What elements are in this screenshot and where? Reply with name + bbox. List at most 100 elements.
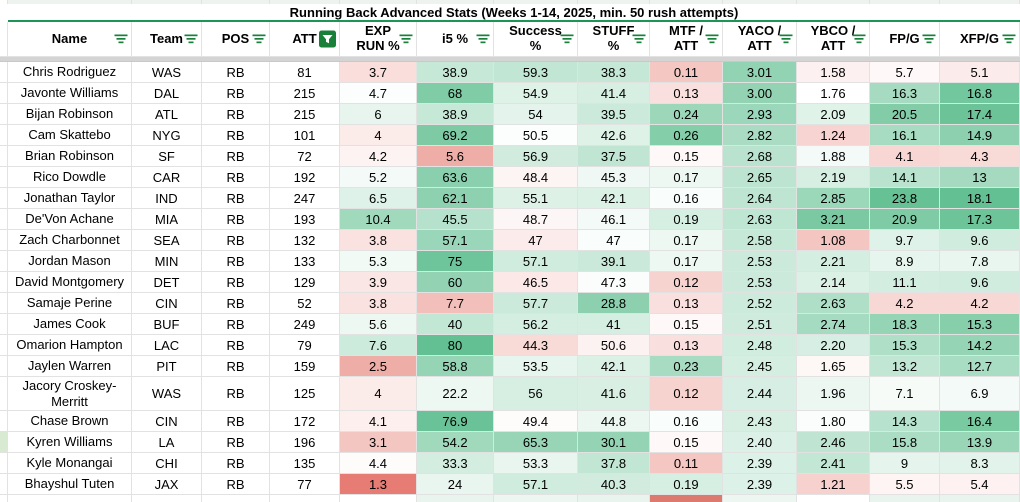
cell-xfpg[interactable]: 9.6 <box>940 272 1020 293</box>
cell-xfpg[interactable]: 9.6 <box>940 230 1020 251</box>
cell-i5_pct[interactable]: 57.1 <box>417 230 494 251</box>
cell-mtf_att[interactable]: 0.11 <box>650 62 723 83</box>
column-header-yaco_att[interactable]: YACO / ATT <box>723 22 797 57</box>
cell-xfpg[interactable]: 16.4 <box>940 411 1020 432</box>
cell-yaco_att[interactable]: 2.65 <box>723 167 797 188</box>
cell-xfpg[interactable]: 16.8 <box>940 83 1020 104</box>
cell-i5_pct[interactable]: 22.2 <box>417 377 494 411</box>
filter-icon[interactable] <box>252 34 266 44</box>
column-header-fpg[interactable]: FP/G <box>870 22 940 57</box>
cell-i5_pct[interactable]: 58.8 <box>417 356 494 377</box>
cell-xfpg[interactable]: 4.2 <box>940 293 1020 314</box>
cell-exp_run_pct[interactable]: 10.4 <box>340 209 417 230</box>
cell-i5_pct[interactable]: 75 <box>417 251 494 272</box>
cell-yaco_att[interactable]: 2.68 <box>723 146 797 167</box>
cell-yaco_att[interactable]: 2.82 <box>723 125 797 146</box>
cell-pos[interactable]: RB <box>202 411 270 432</box>
cell-yaco_att[interactable]: 2.52 <box>723 293 797 314</box>
cell-ybco_att[interactable]: 2.21 <box>797 251 870 272</box>
cell-team[interactable]: IND <box>132 188 202 209</box>
filter-icon[interactable] <box>705 34 719 44</box>
cell-ybco_att[interactable]: 1.24 <box>797 125 870 146</box>
cell-att[interactable]: 77 <box>270 474 340 495</box>
cell-stuff_pct[interactable]: 39.5 <box>578 104 650 125</box>
cell-mtf_att[interactable]: 0.24 <box>650 104 723 125</box>
cell-exp_run_pct[interactable]: 4.4 <box>340 453 417 474</box>
cell-stuff_pct[interactable]: 45.3 <box>578 167 650 188</box>
cell-ybco_att[interactable]: 2.19 <box>797 167 870 188</box>
cell-i5_pct[interactable]: 33.3 <box>417 453 494 474</box>
column-header-stuff_pct[interactable]: STUFF % <box>578 22 650 57</box>
cell-yaco_att[interactable]: 2.64 <box>723 188 797 209</box>
cell-exp_run_pct[interactable]: 1.3 <box>340 474 417 495</box>
cell-pos[interactable]: RB <box>202 125 270 146</box>
cell-pos[interactable]: RB <box>202 432 270 453</box>
cell-team[interactable]: LAC <box>132 335 202 356</box>
cell-mtf_att[interactable]: 0.12 <box>650 272 723 293</box>
cell-team[interactable]: DET <box>132 272 202 293</box>
cell-team[interactable]: PIT <box>132 356 202 377</box>
cell-i5_pct[interactable]: 54.2 <box>417 432 494 453</box>
cell-fpg[interactable]: 4.2 <box>870 293 940 314</box>
cell-name[interactable]: Zach Charbonnet <box>8 230 132 251</box>
cell-fpg[interactable]: 4.1 <box>870 146 940 167</box>
cell-name[interactable]: Cam Skattebo <box>8 125 132 146</box>
cell-mtf_att[interactable]: 0.26 <box>650 125 723 146</box>
cell-pos[interactable]: RB <box>202 83 270 104</box>
cell-pos[interactable]: RB <box>202 230 270 251</box>
cell-exp_run_pct[interactable]: 6 <box>340 104 417 125</box>
cell-mtf_att[interactable]: 0.15 <box>650 432 723 453</box>
cell-att[interactable]: 196 <box>270 432 340 453</box>
cell-name[interactable]: Javonte Williams <box>8 83 132 104</box>
cell-ybco_att[interactable]: 1.65 <box>797 356 870 377</box>
cell-stuff_pct[interactable]: 42.1 <box>578 188 650 209</box>
cell-mtf_att[interactable]: 0.17 <box>650 167 723 188</box>
cell-fpg[interactable]: 9 <box>870 453 940 474</box>
cell-stuff_pct[interactable]: 46.1 <box>578 209 650 230</box>
cell-success_pct[interactable]: 56.9 <box>494 146 578 167</box>
cell-success_pct[interactable]: 54 <box>494 104 578 125</box>
cell-yaco_att[interactable]: 2.53 <box>723 272 797 293</box>
cell-pos[interactable]: RB <box>202 167 270 188</box>
cell-fpg[interactable]: 20.5 <box>870 104 940 125</box>
cell-fpg[interactable]: 5.5 <box>870 474 940 495</box>
cell-yaco_att[interactable]: 2.53 <box>723 251 797 272</box>
cell-name[interactable]: Bijan Robinson <box>8 104 132 125</box>
cell-name[interactable]: De'Von Achane <box>8 209 132 230</box>
cell-att[interactable]: 132 <box>270 230 340 251</box>
cell-ybco_att[interactable]: 1.58 <box>797 62 870 83</box>
cell-mtf_att[interactable]: 0.15 <box>650 146 723 167</box>
column-header-team[interactable]: Team <box>132 22 202 57</box>
cell-exp_run_pct[interactable]: 6.5 <box>340 188 417 209</box>
cell-success_pct[interactable]: 50.5 <box>494 125 578 146</box>
cell-stuff_pct[interactable]: 41.6 <box>578 377 650 411</box>
cell-success_pct[interactable]: 48.4 <box>494 167 578 188</box>
cell-i5_pct[interactable]: 69.2 <box>417 125 494 146</box>
cell-mtf_att[interactable]: 0.11 <box>650 453 723 474</box>
active-filter-funnel-icon[interactable] <box>319 31 336 48</box>
cell-yaco_att[interactable]: 2.51 <box>723 314 797 335</box>
cell-mtf_att[interactable]: 0.19 <box>650 209 723 230</box>
cell-team[interactable]: MIN <box>132 251 202 272</box>
cell-name[interactable]: James Cook <box>8 314 132 335</box>
cell-ybco_att[interactable]: 1.80 <box>797 411 870 432</box>
cell-pos[interactable]: RB <box>202 188 270 209</box>
cell-i5_pct[interactable]: 38.9 <box>417 62 494 83</box>
cell-ybco_att[interactable]: 1.08 <box>797 230 870 251</box>
cell-mtf_att[interactable]: 0.13 <box>650 83 723 104</box>
cell-pos[interactable]: RB <box>202 474 270 495</box>
cell-stuff_pct[interactable]: 28.8 <box>578 293 650 314</box>
cell-mtf_att[interactable]: 0.23 <box>650 356 723 377</box>
filter-icon[interactable] <box>399 34 413 44</box>
filter-icon[interactable] <box>114 34 128 44</box>
cell-name[interactable]: Omarion Hampton <box>8 335 132 356</box>
cell-xfpg[interactable]: 5.1 <box>940 62 1020 83</box>
cell-pos[interactable]: RB <box>202 272 270 293</box>
cell-stuff_pct[interactable]: 30.1 <box>578 432 650 453</box>
cell-exp_run_pct[interactable]: 5.2 <box>340 167 417 188</box>
cell-xfpg[interactable]: 12.7 <box>940 356 1020 377</box>
cell-fpg[interactable]: 16.1 <box>870 125 940 146</box>
cell-pos[interactable]: RB <box>202 335 270 356</box>
column-header-exp_run_pct[interactable]: EXP RUN % <box>340 22 417 57</box>
cell-stuff_pct[interactable]: 44.8 <box>578 411 650 432</box>
